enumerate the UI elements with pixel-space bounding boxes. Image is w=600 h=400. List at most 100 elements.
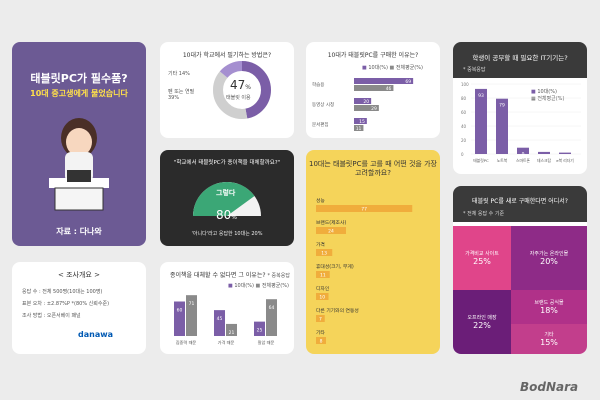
survey-card: < 조사개요 > 응답 수 : 전체 500명(10대는 100명) 표본 오차… xyxy=(12,262,146,354)
student-illustration xyxy=(49,118,109,211)
cell-value: 22% xyxy=(473,321,491,330)
treemap-cell: 오프라인 매장 22% xyxy=(453,290,511,354)
bar xyxy=(354,85,394,91)
gauge-chart xyxy=(193,182,261,216)
cell-label: 기타 xyxy=(544,332,554,338)
slice-label-other: 기타 14% xyxy=(168,71,190,77)
bar xyxy=(254,321,265,336)
bar xyxy=(186,295,197,336)
category-label: 필압 때문 xyxy=(258,339,275,346)
it-device-card: 학생이 공부할 때 필요한 IT기기는? * 중복응답 ■ 10대(%) ■ 전체… xyxy=(453,42,587,174)
category-label: 데스크탑 xyxy=(537,158,551,163)
slice-label-pen: 펜 또는 연필 39% xyxy=(168,89,195,101)
bar xyxy=(316,315,325,322)
treemap-cell: 브랜드 공식몰 18% xyxy=(511,290,587,324)
bar-value: 3 xyxy=(543,156,546,162)
gauge-note: '아니다'라고 응답한 10대는 20% xyxy=(191,231,263,237)
gauge-fill xyxy=(193,182,255,216)
replace-card: "학교에서 태블릿PC가 종이책을 대체할까요?" 그렇다 80% '아니다'라… xyxy=(160,150,294,246)
bar-value: 20 xyxy=(363,99,369,105)
bar xyxy=(354,78,414,84)
legend: ■ 10대(%) ■ 전체평균(%) xyxy=(228,283,289,289)
bar xyxy=(174,301,185,336)
bar-value: 8 xyxy=(320,339,323,345)
category-label: 가격 때문 xyxy=(218,339,235,346)
category-label: e북 리더기 xyxy=(556,158,574,163)
chart-title: 10대가 학교에서 필기하는 방법은? xyxy=(182,52,272,59)
where-card: 태블릿 PC를 새로 구매한다면 어디서? * 전체 응답 수 기준 가격비교 … xyxy=(453,186,587,354)
hero-subtitle: 10대 중고생에게 물었습니다 xyxy=(30,89,128,98)
bar-value: 9 xyxy=(522,152,525,158)
chart-title: 학생이 공부할 때 필요한 IT기기는? xyxy=(472,54,568,62)
category-label: 가격 xyxy=(316,241,325,248)
bar-value: 15 xyxy=(359,119,365,125)
danawa-logo: danawa xyxy=(78,330,114,339)
bar-value: 60 xyxy=(177,308,183,314)
survey-title: < 조사개요 > xyxy=(58,271,100,279)
legend: ■ 10대(%) ■ 전체평균(%) xyxy=(531,89,565,102)
category-label: 브랜드(제조사) xyxy=(316,219,346,226)
bar-value: 7 xyxy=(319,317,322,323)
cell-label: 가격비교 사이트 xyxy=(465,251,499,257)
legend: ■ 10대(%) ■ 전체평균(%) xyxy=(362,65,423,71)
hero-source: 자료 : 다나와 xyxy=(56,227,102,236)
gauge-value: 80% xyxy=(216,208,237,222)
category-label: 집중력 때문 xyxy=(176,339,197,346)
category-label: 휴대성(크기, 무게) xyxy=(316,263,354,270)
hero-title: 태블릿PC가 필수품? xyxy=(30,72,128,85)
cell-label: 오프라인 매장 xyxy=(467,315,497,321)
donut-slice xyxy=(213,61,271,119)
bar xyxy=(354,105,379,111)
bar-value: 93 xyxy=(478,93,484,99)
bar-value: 79 xyxy=(499,103,505,109)
y-tick: 100 xyxy=(461,82,469,87)
bar-value: 71 xyxy=(189,301,195,307)
category-label: 문서편집 xyxy=(312,121,329,128)
category-label: 성능 xyxy=(316,197,325,204)
purchase-reason-card: 10대가 태블릿PC를 구매한 이유는? ■ 10대(%) ■ 전체평균(%) … xyxy=(306,42,440,138)
bar-value: 2 xyxy=(564,157,567,163)
category-label: 학습용 xyxy=(312,81,324,88)
bar xyxy=(354,98,372,104)
bar-value: 21 xyxy=(229,330,235,336)
donut-center-value: 47% xyxy=(230,78,251,92)
chart-title: "학교에서 태블릿PC가 종이책을 대체할까요?" xyxy=(173,160,281,166)
bar xyxy=(316,249,333,256)
cell-value: 25% xyxy=(473,257,491,266)
reasons-card: 종이책을 대체할 수 없다면 그 이유는? * 중복응답 ■ 10대(%) ■ … xyxy=(160,262,294,354)
bar xyxy=(316,205,413,212)
bar-value: 13 xyxy=(321,251,327,257)
consider-card: 10대는 태블릿PC를 고를 때 어떤 것을 가장 고려할까요? 성능 77 브랜드… xyxy=(306,150,440,354)
bar xyxy=(517,147,529,154)
category-label: 스마트폰 xyxy=(516,158,530,163)
bar-value: 64 xyxy=(269,305,275,311)
bar-value: 11 xyxy=(356,126,362,132)
bar xyxy=(316,271,330,278)
bar xyxy=(354,118,367,124)
chart-title: 10대가 태블릿PC를 구매한 이유는? xyxy=(327,52,419,59)
chart-subtitle: * 전체 응답 수 기준 xyxy=(463,211,505,217)
treemap-cell: 자주가는 온라인몰 20% xyxy=(511,226,587,290)
chart-title: 종이책을 대체할 수 없다면 그 이유는? * 중복응답 xyxy=(170,272,290,279)
treemap-cell: 가격비교 사이트 25% xyxy=(453,226,511,290)
reasons-chart: 60 71 집중력 때문 45 21 가격 때문 25 64 필압 때문 xyxy=(174,295,277,346)
treemap: 가격비교 사이트 25% 자주가는 온라인몰 20% 오프라인 매장 22% 브랜드 공식몰… xyxy=(453,226,587,354)
hero-card: 태블릿PC가 필수품? 10대 중고생에게 물었습니다 자료 : 다나와 xyxy=(12,42,146,246)
cell-label: 브랜드 공식몰 xyxy=(534,300,564,306)
bar xyxy=(266,299,277,336)
bar xyxy=(226,323,237,336)
bar xyxy=(538,151,550,154)
bar xyxy=(354,125,364,131)
bar-value: 10 xyxy=(319,295,325,301)
cell-label: 자주가는 온라인몰 xyxy=(529,251,569,257)
y-tick: 60 xyxy=(461,110,467,115)
category-label: 기타 xyxy=(316,329,325,336)
bar-value: 24 xyxy=(328,229,334,235)
bar-value: 77 xyxy=(361,207,367,213)
category-label: 디자인 xyxy=(316,285,329,292)
bar-value: 25 xyxy=(257,328,263,334)
bar-value: 69 xyxy=(405,79,411,85)
category-label: 태블릿PC xyxy=(473,158,489,163)
category-label: 다른 기기와의 연동성 xyxy=(316,307,359,314)
